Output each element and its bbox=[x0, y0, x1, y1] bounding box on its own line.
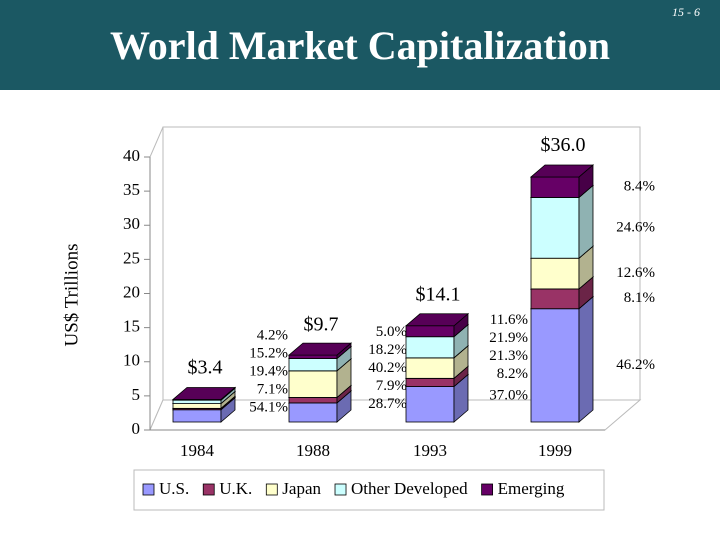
y-tick-label: 35 bbox=[123, 180, 140, 199]
share-label: 7.1% bbox=[257, 381, 288, 397]
legend-label: U.S. bbox=[159, 479, 189, 498]
share-label: 28.7% bbox=[368, 396, 407, 412]
y-tick-label: 10 bbox=[123, 351, 140, 370]
x-tick-label: 1999 bbox=[538, 441, 572, 460]
share-label: 24.6% bbox=[616, 219, 655, 235]
bar-top bbox=[529, 164, 595, 178]
share-label: 15.2% bbox=[249, 345, 288, 361]
bar-segment bbox=[288, 402, 338, 423]
bar-segment bbox=[288, 397, 338, 404]
x-tick-label: 1984 bbox=[180, 441, 215, 460]
y-axis-label: US$ Trillions bbox=[61, 244, 82, 347]
bar-segment bbox=[530, 288, 580, 310]
y-tick-label: 5 bbox=[132, 385, 141, 404]
share-label: 12.6% bbox=[616, 265, 655, 281]
legend-swatch bbox=[142, 483, 155, 496]
legend-label: U.K. bbox=[219, 479, 252, 498]
y-tick-label: 25 bbox=[123, 248, 140, 267]
bar-segment bbox=[288, 354, 338, 359]
x-tick-label: 1988 bbox=[296, 441, 330, 460]
bar-segment bbox=[405, 336, 455, 359]
share-label: 11.6% bbox=[490, 312, 528, 328]
y-tick-label: 40 bbox=[123, 146, 140, 165]
share-label: 19.4% bbox=[249, 363, 288, 379]
y-tick-label: 15 bbox=[123, 317, 140, 336]
share-label: 18.2% bbox=[368, 342, 407, 358]
side-wall bbox=[149, 126, 164, 431]
share-label: 5.0% bbox=[376, 324, 407, 340]
total-label: $14.1 bbox=[416, 283, 461, 305]
bar-segment bbox=[405, 377, 455, 387]
y-tick-label: 20 bbox=[123, 282, 140, 301]
legend-swatch bbox=[481, 483, 494, 496]
y-tick-label: 30 bbox=[123, 214, 140, 233]
share-label: 8.1% bbox=[624, 290, 655, 306]
bar-segment bbox=[288, 358, 338, 372]
share-label: 54.1% bbox=[249, 399, 288, 415]
bar-top bbox=[171, 387, 237, 400]
legend-swatch bbox=[202, 483, 215, 496]
bar-segment bbox=[530, 176, 580, 198]
share-label: 46.2% bbox=[616, 357, 655, 373]
share-label: 7.9% bbox=[376, 378, 407, 394]
share-label: 40.2% bbox=[368, 360, 407, 376]
share-label: 8.4% bbox=[624, 179, 655, 195]
share-label: 21.3% bbox=[489, 348, 528, 364]
legend-label: Japan bbox=[282, 479, 321, 498]
bar-segment bbox=[405, 325, 455, 338]
y-tick-label: 0 bbox=[132, 419, 141, 438]
bar-segment bbox=[288, 370, 338, 398]
bar-segment bbox=[530, 197, 580, 259]
legend-label: Other Developed bbox=[351, 479, 468, 498]
bar-segment bbox=[172, 409, 222, 423]
share-label: 21.9% bbox=[489, 330, 528, 346]
bar-segment bbox=[172, 403, 222, 409]
bar-segment bbox=[405, 357, 455, 379]
bar-segment bbox=[530, 308, 580, 423]
bar-side bbox=[578, 184, 594, 260]
share-label: 4.2% bbox=[257, 327, 288, 343]
legend-swatch bbox=[265, 483, 278, 496]
title-band bbox=[0, 0, 720, 90]
total-label: $3.4 bbox=[188, 356, 223, 378]
slide-title: World Market Capitalization bbox=[110, 23, 610, 68]
legend-label: Emerging bbox=[498, 479, 565, 498]
legend-swatch bbox=[334, 483, 347, 496]
total-label: $36.0 bbox=[541, 134, 586, 156]
share-label: 8.2% bbox=[497, 366, 528, 382]
bar-top bbox=[287, 342, 353, 356]
slide-number: 15 - 6 bbox=[672, 5, 700, 19]
legend-box bbox=[133, 469, 605, 511]
x-tick-label: 1993 bbox=[413, 441, 447, 460]
bar-top bbox=[404, 313, 470, 327]
bar-side bbox=[578, 295, 594, 423]
bar-segment bbox=[405, 386, 455, 423]
bar-segment bbox=[530, 257, 580, 290]
share-label: 37.0% bbox=[489, 388, 528, 404]
total-label: $9.7 bbox=[304, 313, 339, 335]
bar-segment bbox=[172, 399, 222, 404]
